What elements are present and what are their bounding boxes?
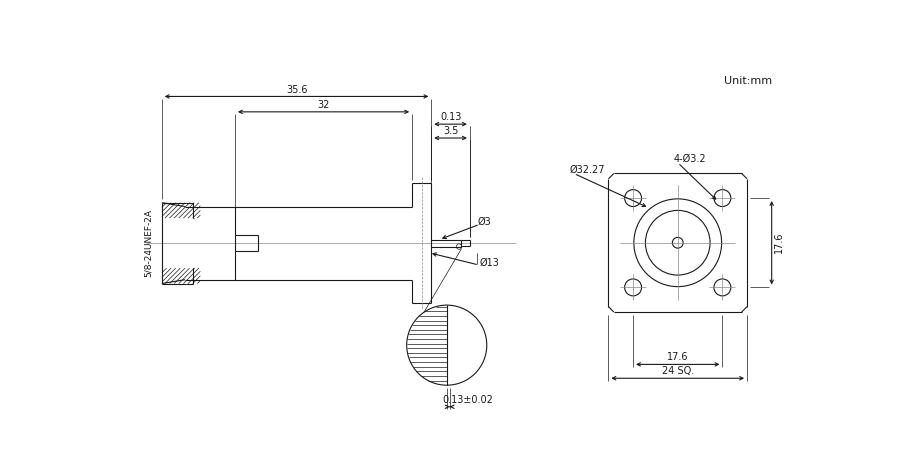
Text: Ø32.27: Ø32.27	[570, 164, 606, 174]
Text: 32: 32	[317, 100, 330, 110]
Text: 0.13±0.02: 0.13±0.02	[443, 395, 493, 405]
Text: Ø13: Ø13	[479, 258, 499, 268]
Text: 24 SQ.: 24 SQ.	[661, 366, 694, 376]
Text: 17.6: 17.6	[775, 232, 785, 253]
Text: 3.5: 3.5	[443, 126, 458, 136]
Text: 4-Ø3.2: 4-Ø3.2	[674, 154, 707, 164]
Text: Ø3: Ø3	[478, 217, 492, 227]
Text: 17.6: 17.6	[667, 352, 688, 362]
Text: 35.6: 35.6	[286, 85, 307, 94]
Text: 5/8-24UNEF-2A: 5/8-24UNEF-2A	[143, 209, 152, 277]
Text: 0.13: 0.13	[440, 112, 462, 122]
Text: Unit:mm: Unit:mm	[724, 76, 772, 86]
